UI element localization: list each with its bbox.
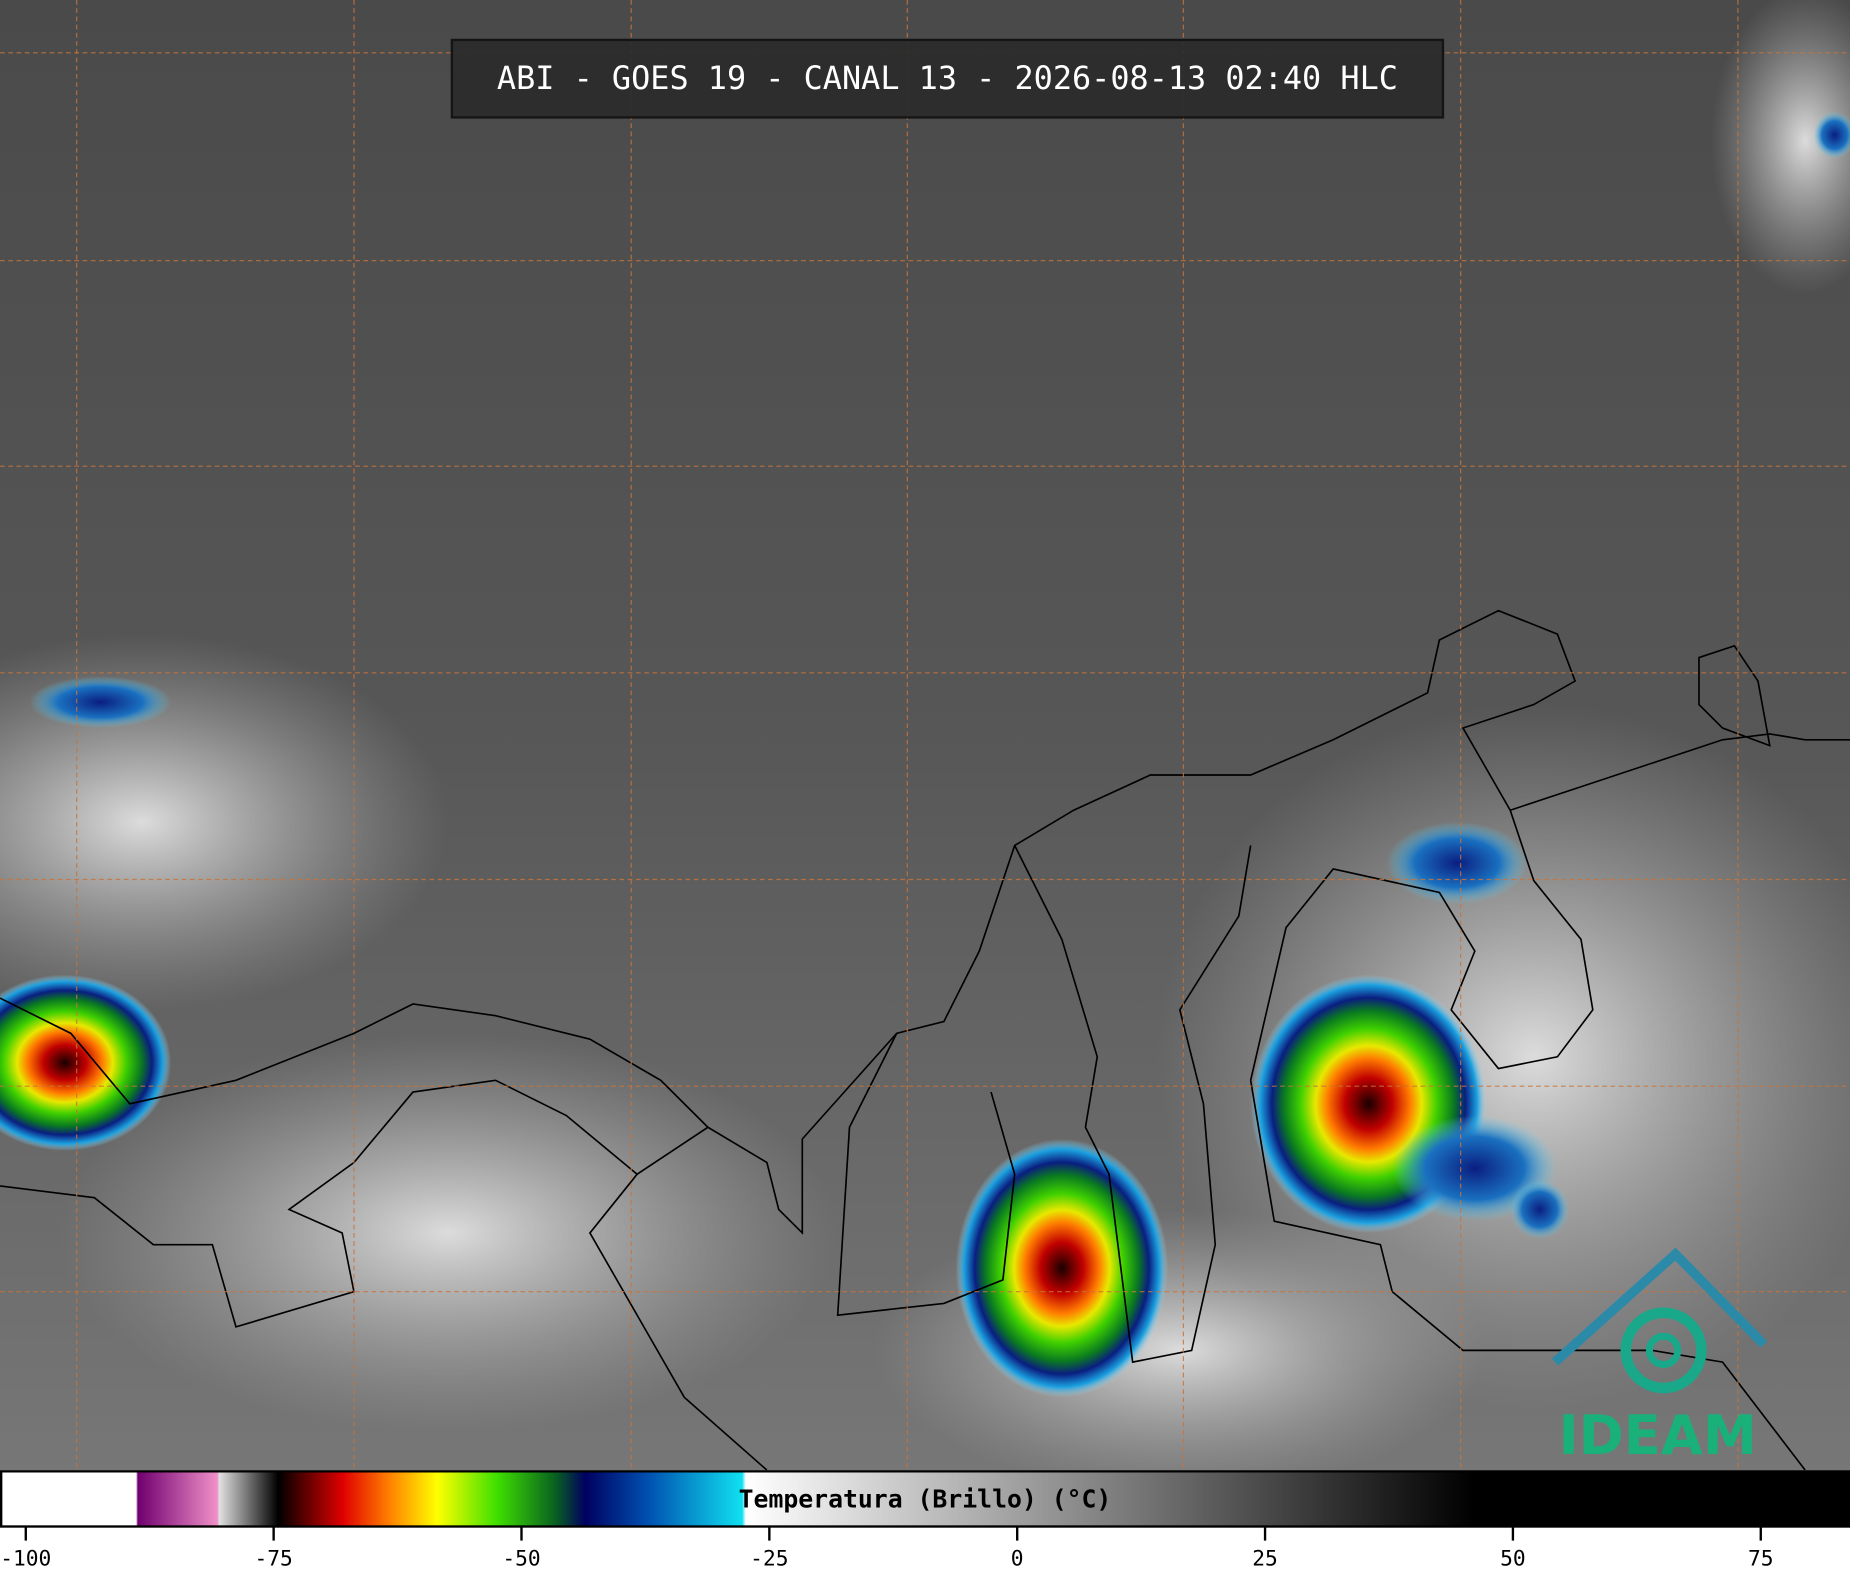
colorbar: Temperatura (Brillo) (°C) -100 -75 -50 -25 0… xyxy=(0,1470,1850,1577)
satellite-image xyxy=(0,0,1850,1492)
colorbar-tick-label: 75 xyxy=(1748,1545,1774,1570)
title-box: ABI - GOES 19 - CANAL 13 - 2026-08-13 02… xyxy=(450,38,1445,119)
logo: IDEAM xyxy=(1551,1247,1768,1467)
coastlines xyxy=(0,609,1850,1471)
colorbar-tick-label: 25 xyxy=(1252,1545,1278,1570)
logo-text: IDEAM xyxy=(1559,1404,1757,1467)
colorbar-tick-label: 0 xyxy=(1011,1545,1024,1570)
title: ABI - GOES 19 - CANAL 13 - 2026-08-13 02… xyxy=(497,61,1398,97)
colorbar-tick-label: 50 xyxy=(1500,1545,1526,1570)
colorbar-label: Temperatura (Brillo) (°C) xyxy=(739,1485,1112,1514)
lat-lon-grid xyxy=(0,0,1850,1471)
colorbar-tick-label: -100 xyxy=(0,1545,51,1570)
colorbar-tick-label: -75 xyxy=(254,1545,292,1570)
colorbar-tick-label: -25 xyxy=(750,1545,788,1570)
colorbar-tick-label: -50 xyxy=(502,1545,540,1570)
